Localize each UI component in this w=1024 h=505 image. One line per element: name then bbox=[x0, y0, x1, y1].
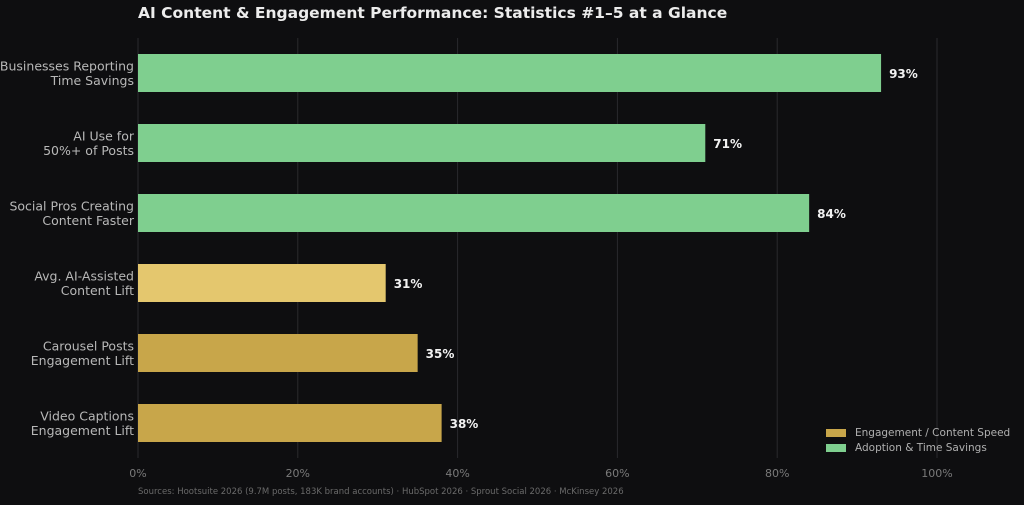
legend-label-engagement: Engagement / Content Speed bbox=[855, 426, 1011, 439]
y-tick-label: Engagement Lift bbox=[31, 423, 134, 438]
legend-label-adoption: Adoption & Time Savings bbox=[855, 441, 987, 454]
x-tick-label: 40% bbox=[445, 467, 469, 480]
bar bbox=[138, 404, 442, 442]
y-tick-label: Social Pros Creating bbox=[9, 198, 134, 213]
bar bbox=[138, 54, 882, 92]
bar-value-label: 35% bbox=[426, 347, 455, 361]
bar-value-label: 31% bbox=[394, 277, 423, 291]
y-tick-label: Content Lift bbox=[61, 283, 134, 298]
x-tick-label: 20% bbox=[286, 467, 310, 480]
legend: Engagement / Content Speed Adoption & Ti… bbox=[826, 425, 1010, 455]
bar bbox=[138, 124, 706, 162]
y-tick-label: Avg. AI-Assisted bbox=[34, 268, 134, 283]
legend-swatch-adoption bbox=[826, 443, 846, 452]
bar-value-label: 93% bbox=[889, 67, 918, 81]
y-tick-label: Engagement Lift bbox=[31, 353, 134, 368]
x-tick-label: 100% bbox=[921, 467, 952, 480]
bar bbox=[138, 334, 418, 372]
y-tick-label: Time Savings bbox=[50, 73, 134, 88]
legend-swatch-engagement bbox=[826, 428, 846, 437]
bar-value-label: 71% bbox=[713, 137, 742, 151]
bar bbox=[138, 264, 386, 302]
chart-title: AI Content & Engagement Performance: Sta… bbox=[138, 4, 728, 22]
bar-value-label: 84% bbox=[817, 207, 846, 221]
y-tick-label: AI Use for bbox=[73, 128, 135, 143]
legend-item-adoption: Adoption & Time Savings bbox=[826, 440, 1010, 455]
x-tick-label: 60% bbox=[605, 467, 629, 480]
y-tick-label: 50%+ of Posts bbox=[43, 143, 134, 158]
y-tick-label: Content Faster bbox=[42, 213, 134, 228]
x-tick-label: 0% bbox=[129, 467, 146, 480]
bar bbox=[138, 194, 810, 232]
x-tick-label: 80% bbox=[765, 467, 789, 480]
y-tick-label: Businesses Reporting bbox=[0, 58, 134, 73]
bar-value-label: 38% bbox=[450, 417, 479, 431]
sources-note: Sources: Hootsuite 2026 (9.7M posts, 183… bbox=[138, 487, 624, 497]
legend-item-engagement: Engagement / Content Speed bbox=[826, 425, 1010, 440]
y-tick-label: Carousel Posts bbox=[43, 338, 134, 353]
y-tick-label: Video Captions bbox=[40, 408, 134, 423]
